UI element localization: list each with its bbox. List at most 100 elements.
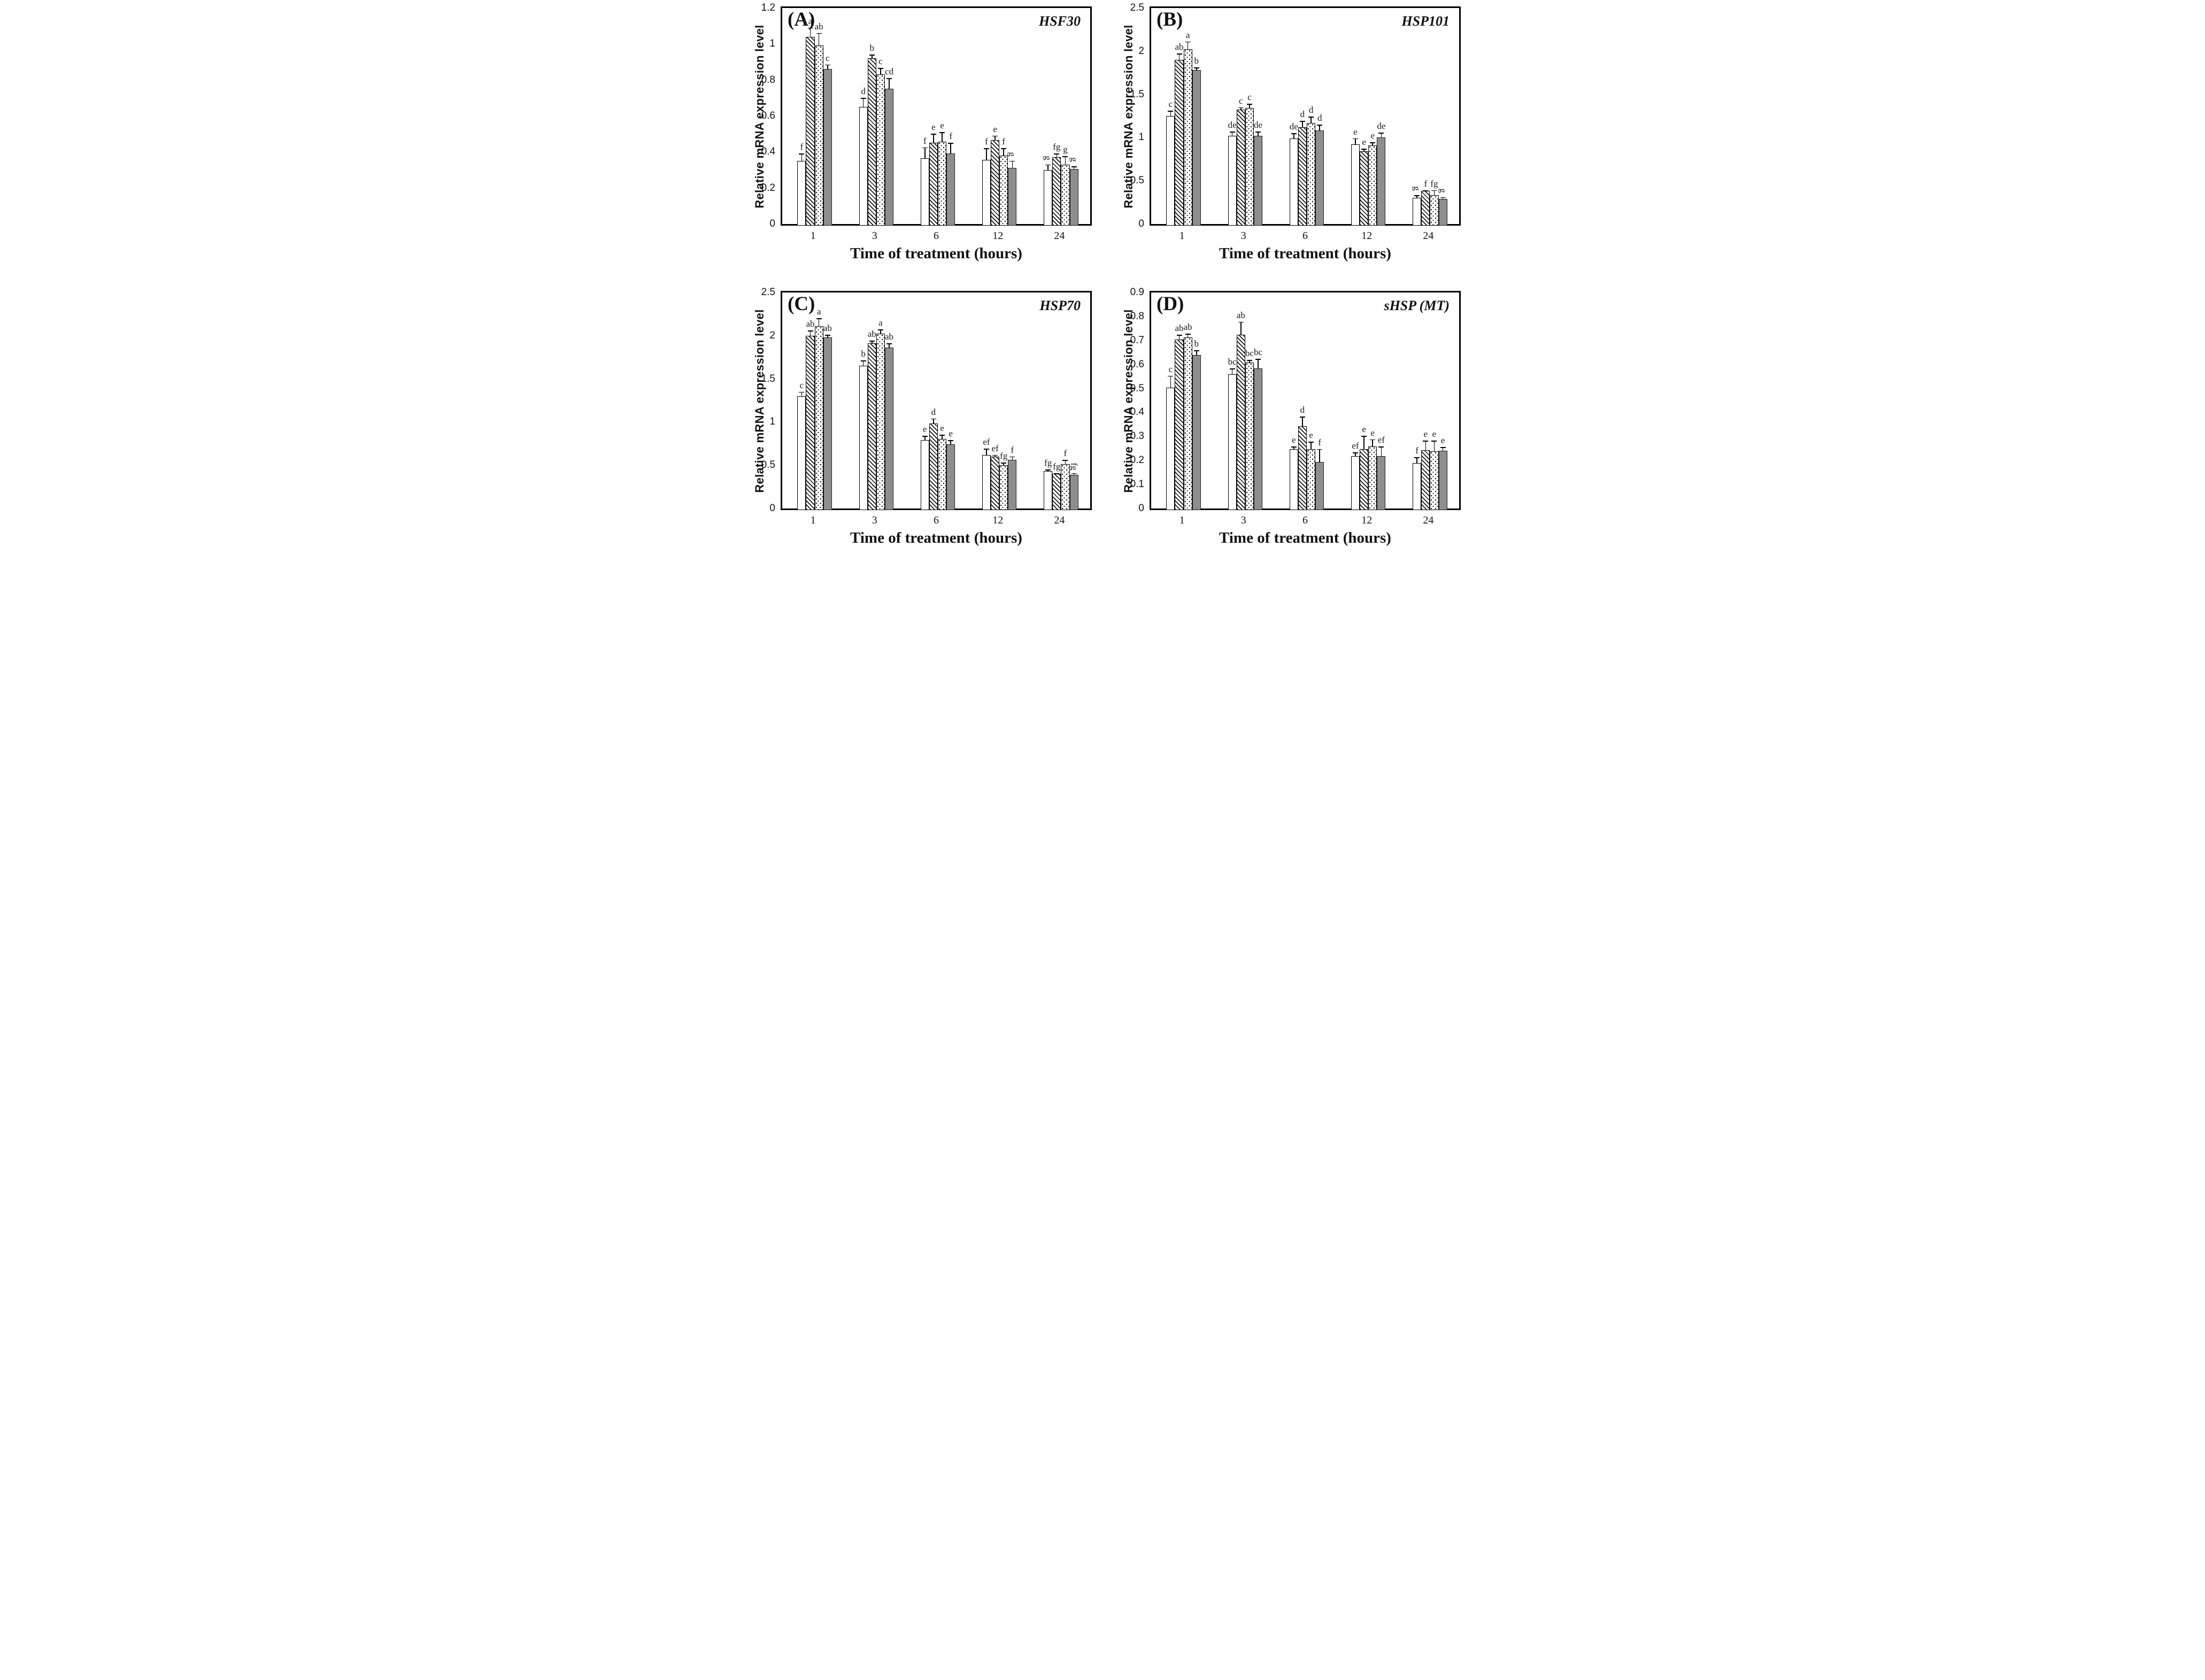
error-bar: [1319, 449, 1320, 463]
error-bar-cap: [1378, 133, 1384, 134]
x-tick-label: 24: [1423, 230, 1434, 242]
bar-open-white: [1166, 388, 1175, 510]
significance-letter: e: [1362, 137, 1366, 148]
significance-letter: d: [931, 406, 936, 417]
x-tick-label: 3: [1240, 514, 1246, 526]
x-tick-label: 12: [992, 230, 1004, 242]
significance-letter: fg: [1053, 142, 1061, 152]
error-bar: [1425, 440, 1427, 450]
error-bar: [942, 435, 943, 440]
significance-letter: bc: [1228, 357, 1237, 367]
bar-diagonal-hatch: [1236, 335, 1245, 510]
error-bar: [1310, 117, 1312, 123]
significance-letter: fg: [1044, 458, 1052, 468]
y-tick-label: 0.6: [1130, 358, 1144, 370]
error-bar-cap: [1423, 440, 1429, 442]
error-bar: [1355, 138, 1356, 145]
y-tick-label: 2.5: [1130, 2, 1144, 13]
significance-letter: e: [949, 428, 953, 439]
bar-diagonal-hatch: [1421, 191, 1430, 226]
significance-letter: d: [1317, 112, 1322, 123]
error-bar: [1003, 463, 1005, 465]
plot-area-a: (A) HSF30 f d f f g a b e e fg ab c e f g c cd f g g: [781, 6, 1092, 226]
significance-letter: de: [1377, 121, 1386, 132]
bar-open-white: [1228, 374, 1237, 510]
panel-b: Relative mRNA expression level (B) HSP10…: [1102, 0, 1471, 284]
y-tick-label: 0.4: [761, 146, 775, 158]
error-bar: [809, 330, 811, 336]
error-bar: [1240, 321, 1242, 335]
x-tick-label: 6: [1302, 514, 1308, 526]
error-bar-cap: [1431, 440, 1437, 442]
error-bar-cap: [1238, 321, 1244, 323]
error-bar-cap: [807, 27, 813, 29]
error-bar-cap: [1071, 473, 1077, 474]
bar-dotted: [938, 142, 947, 226]
x-tick-label: 1: [810, 514, 816, 526]
bar-diagonal-hatch: [1360, 151, 1369, 226]
error-bar-cap: [948, 143, 954, 144]
y-tick-label: 1.5: [1130, 88, 1144, 100]
x-tick-label: 6: [934, 230, 939, 242]
error-bar-cap: [799, 391, 805, 393]
significance-letter: fg: [1069, 462, 1080, 471]
bar-open-white: [1044, 471, 1053, 510]
significance-letter: c: [1168, 364, 1173, 374]
error-bar-cap: [886, 78, 892, 79]
significance-letter: f: [1002, 136, 1006, 147]
x-axis-title: Time of treatment (hours): [1219, 245, 1391, 262]
error-bar: [924, 436, 926, 441]
error-bar-cap: [992, 135, 998, 137]
significance-letter: f: [1011, 444, 1014, 455]
bar-diagonal-hatch: [991, 140, 1000, 226]
y-tick-label: 0.3: [1130, 430, 1144, 442]
x-axis-title: Time of treatment (hours): [850, 529, 1022, 546]
bar-open-white: [1351, 456, 1360, 510]
x-tick-label: 1: [1179, 514, 1185, 526]
significance-letter: ab: [814, 21, 823, 32]
bar-open-white: [859, 106, 868, 226]
significance-letter: ab: [884, 332, 893, 342]
error-bar-cap: [1054, 153, 1060, 155]
significance-letter: f: [1318, 437, 1322, 448]
bar-solid-gray: [946, 153, 955, 226]
bar-open-white: [797, 160, 806, 226]
error-bar-cap: [1185, 334, 1191, 335]
y-tick-label: 0.5: [761, 459, 775, 471]
error-bar: [1416, 195, 1417, 198]
error-bar-cap: [939, 132, 945, 133]
x-tick-label: 6: [934, 514, 939, 526]
bar-open-white: [920, 440, 929, 510]
error-bar: [994, 135, 996, 141]
bar-dotted: [814, 326, 823, 510]
significance-letter: c: [1247, 92, 1252, 103]
bar-dotted: [1368, 145, 1377, 226]
bar-dotted: [938, 439, 947, 510]
y-tick-label: 1.2: [761, 2, 775, 13]
bar-solid-gray: [946, 444, 955, 510]
error-bar-cap: [807, 330, 813, 332]
error-bar-cap: [984, 148, 989, 149]
significance-letter: fg: [1000, 451, 1008, 461]
bar-dotted: [1183, 337, 1192, 510]
bar-dotted: [1368, 446, 1377, 510]
error-bar-cap: [860, 360, 866, 362]
error-bar-cap: [1414, 457, 1420, 458]
error-bar: [950, 143, 951, 154]
significance-letter: e: [1432, 428, 1437, 439]
significance-letter: b: [1194, 338, 1199, 349]
error-bar: [986, 449, 987, 455]
plot-area-d: (D) sHSP (MT) c bc e ef f ab ab d e e ab bc e e e b bc f e…: [1150, 291, 1461, 510]
error-bar: [1249, 104, 1250, 109]
error-bar-cap: [1353, 452, 1358, 453]
four-panel-bar-figure: Relative mRNA expression level (A) HSF30…: [734, 0, 1471, 569]
bar-dotted: [876, 74, 885, 226]
y-tick-label: 0.7: [1130, 334, 1144, 346]
error-bar-cap: [1431, 190, 1437, 191]
significance-letter: ab: [1175, 42, 1184, 52]
significance-letter: e: [940, 120, 944, 130]
bar-diagonal-hatch: [1298, 426, 1307, 510]
error-bar-cap: [1299, 121, 1305, 122]
y-tick-label: 0.2: [761, 182, 775, 194]
error-bar: [933, 418, 934, 424]
